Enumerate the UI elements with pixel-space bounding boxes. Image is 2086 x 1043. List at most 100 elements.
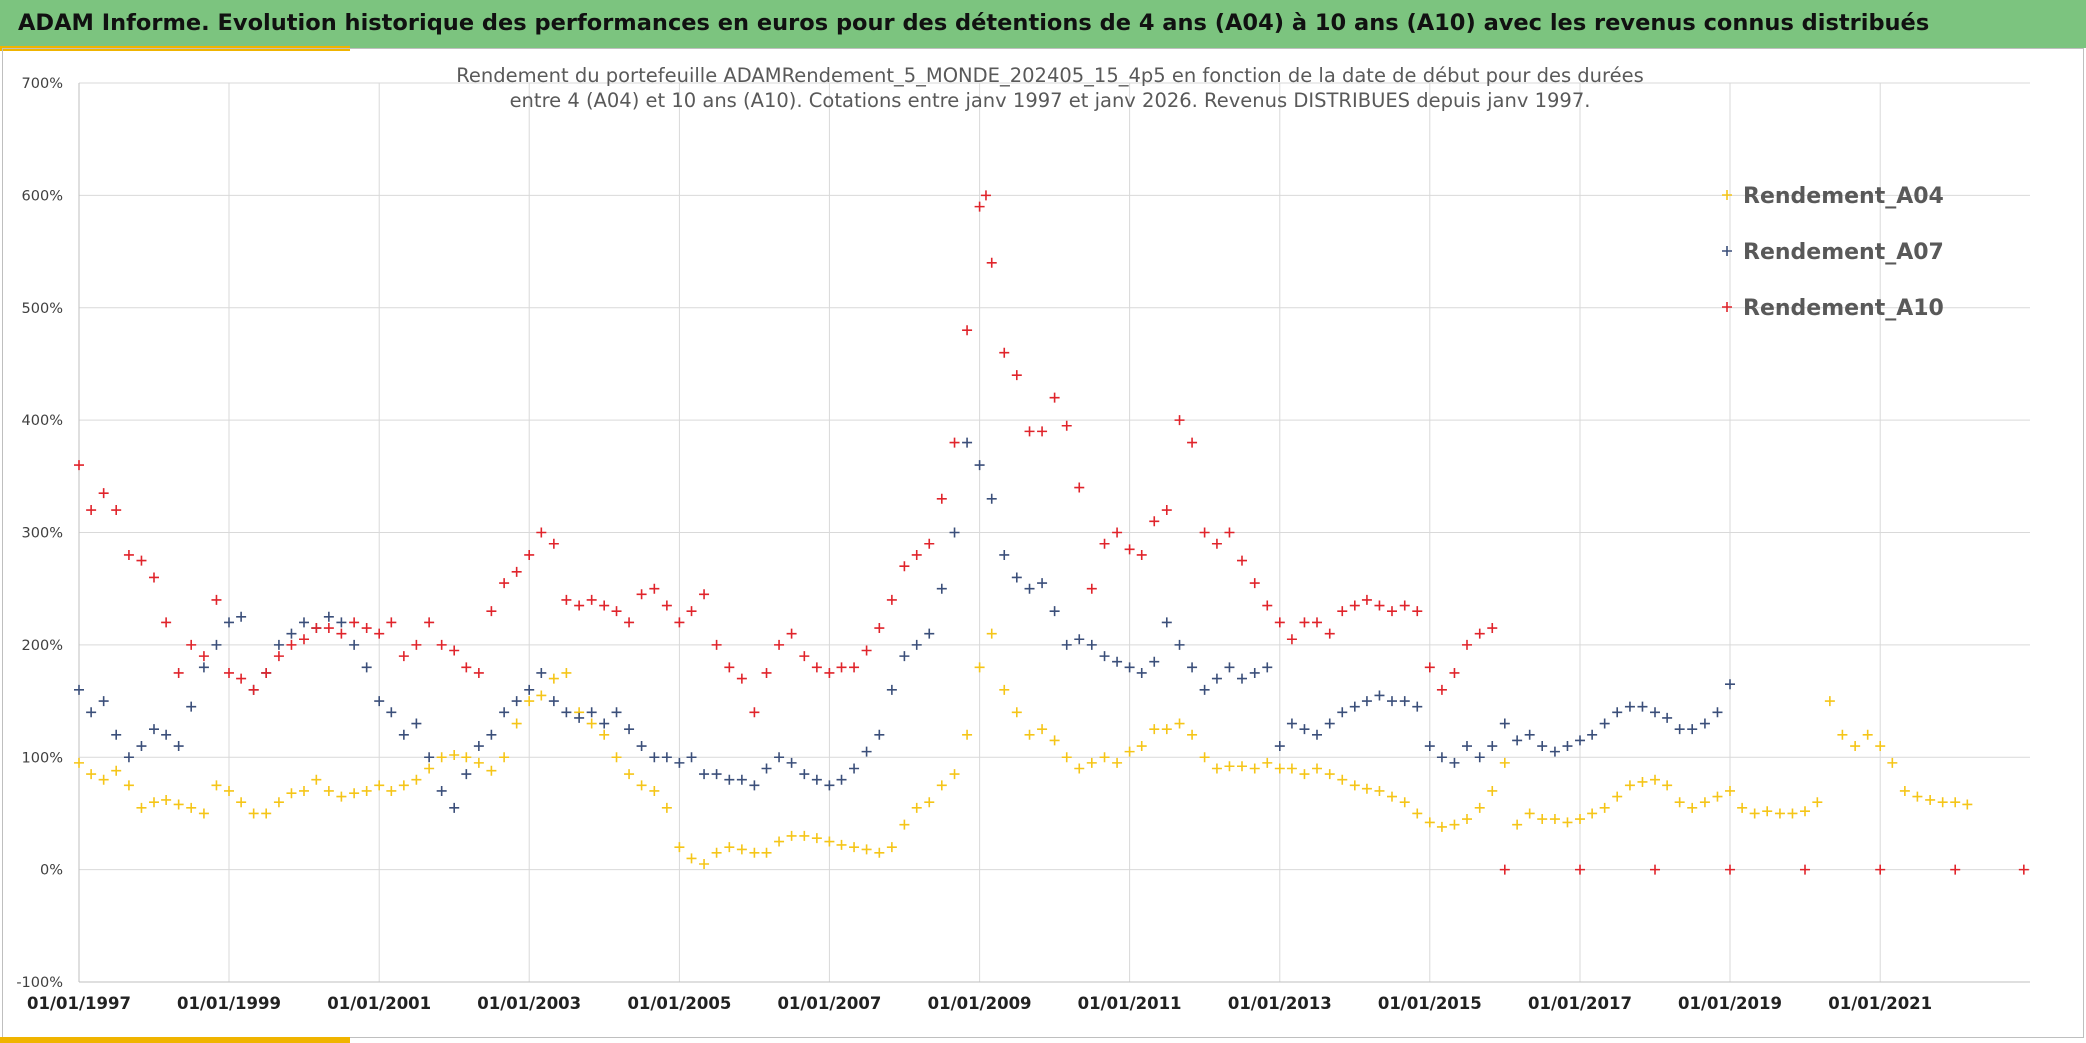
data-point	[1274, 617, 1285, 628]
data-point	[949, 769, 960, 780]
data-point	[1461, 814, 1472, 825]
data-point	[774, 639, 785, 650]
data-point	[1837, 729, 1848, 740]
data-point	[1349, 600, 1360, 611]
series-Rendement_A10	[74, 190, 2029, 875]
data-point	[1374, 600, 1385, 611]
data-point	[211, 780, 222, 791]
data-point	[473, 741, 484, 752]
data-point	[1211, 763, 1222, 774]
data-point	[236, 611, 247, 622]
data-point	[1049, 392, 1060, 403]
data-point	[298, 634, 309, 645]
data-point	[1049, 606, 1060, 617]
data-point	[811, 774, 822, 785]
data-point	[1074, 634, 1085, 645]
data-point	[424, 752, 435, 763]
data-point	[649, 752, 660, 763]
data-point	[148, 572, 159, 583]
data-point	[1862, 729, 1873, 740]
data-point	[724, 662, 735, 673]
data-point	[911, 802, 922, 813]
data-point	[1599, 718, 1610, 729]
data-point	[574, 712, 585, 723]
data-point	[173, 799, 184, 810]
data-point	[836, 774, 847, 785]
data-point	[1562, 817, 1573, 828]
data-point	[424, 763, 435, 774]
data-point	[1237, 555, 1247, 566]
data-point	[286, 628, 297, 639]
data-point	[1124, 544, 1135, 555]
data-point	[774, 836, 785, 847]
data-point	[1412, 606, 1423, 617]
data-point	[1612, 707, 1623, 718]
data-point	[1187, 437, 1198, 448]
legend-marker	[1722, 246, 1732, 256]
data-point	[1687, 802, 1698, 813]
data-point	[586, 594, 597, 605]
data-point	[361, 662, 372, 673]
data-point	[1061, 752, 1072, 763]
data-point	[186, 639, 197, 650]
data-point	[1899, 785, 1910, 796]
data-point	[486, 765, 497, 776]
data-point	[1787, 808, 1798, 819]
data-point	[336, 617, 347, 628]
y-tick-label: 100%	[22, 750, 63, 766]
x-tick-label: 01/01/2001	[327, 994, 431, 1013]
data-point	[1312, 729, 1322, 740]
data-point	[1650, 864, 1661, 875]
data-point	[1286, 718, 1297, 729]
y-tick-label: 400%	[22, 413, 63, 429]
data-point	[699, 769, 710, 780]
data-point	[1099, 538, 1110, 549]
x-tick-label: 01/01/1999	[177, 994, 281, 1013]
data-point	[686, 606, 697, 617]
data-point	[1637, 701, 1648, 712]
data-point	[123, 549, 134, 560]
data-point	[1449, 667, 1460, 678]
data-point	[1299, 769, 1310, 780]
data-point	[949, 527, 960, 538]
data-point	[1074, 482, 1085, 493]
data-point	[1449, 757, 1460, 768]
series-Rendement_A07	[74, 437, 1735, 813]
data-point	[136, 555, 147, 566]
data-point	[749, 780, 760, 791]
data-point	[849, 763, 860, 774]
data-point	[323, 623, 334, 634]
data-point	[1161, 724, 1172, 735]
data-point	[1224, 662, 1235, 673]
data-point	[449, 645, 460, 656]
data-point	[386, 785, 397, 796]
data-point	[148, 724, 159, 735]
data-point	[1436, 821, 1447, 832]
x-tick-label: 01/01/2005	[627, 994, 731, 1013]
data-point	[1274, 741, 1285, 752]
data-point	[424, 617, 435, 628]
data-point	[461, 769, 472, 780]
data-point	[661, 600, 672, 611]
data-point	[198, 662, 209, 673]
data-point	[1474, 752, 1485, 763]
data-point	[1262, 600, 1273, 611]
data-point	[499, 707, 510, 718]
data-point	[1662, 780, 1673, 791]
data-point	[1524, 729, 1535, 740]
data-point	[899, 819, 910, 830]
x-tick-label: 01/01/2009	[928, 994, 1032, 1013]
data-point	[1249, 667, 1260, 678]
data-point	[649, 785, 660, 796]
data-point	[1512, 735, 1523, 746]
data-point	[1674, 724, 1685, 735]
data-point	[536, 667, 547, 678]
x-tick-label: 01/01/2011	[1078, 994, 1182, 1013]
data-point	[411, 718, 422, 729]
data-point	[886, 594, 897, 605]
data-point	[1024, 426, 1035, 437]
y-tick-label: 600%	[22, 188, 63, 204]
data-point	[1337, 774, 1348, 785]
chart-title-line-1: Rendement du portefeuille ADAMRendement_…	[456, 64, 1644, 87]
data-point	[361, 623, 372, 634]
